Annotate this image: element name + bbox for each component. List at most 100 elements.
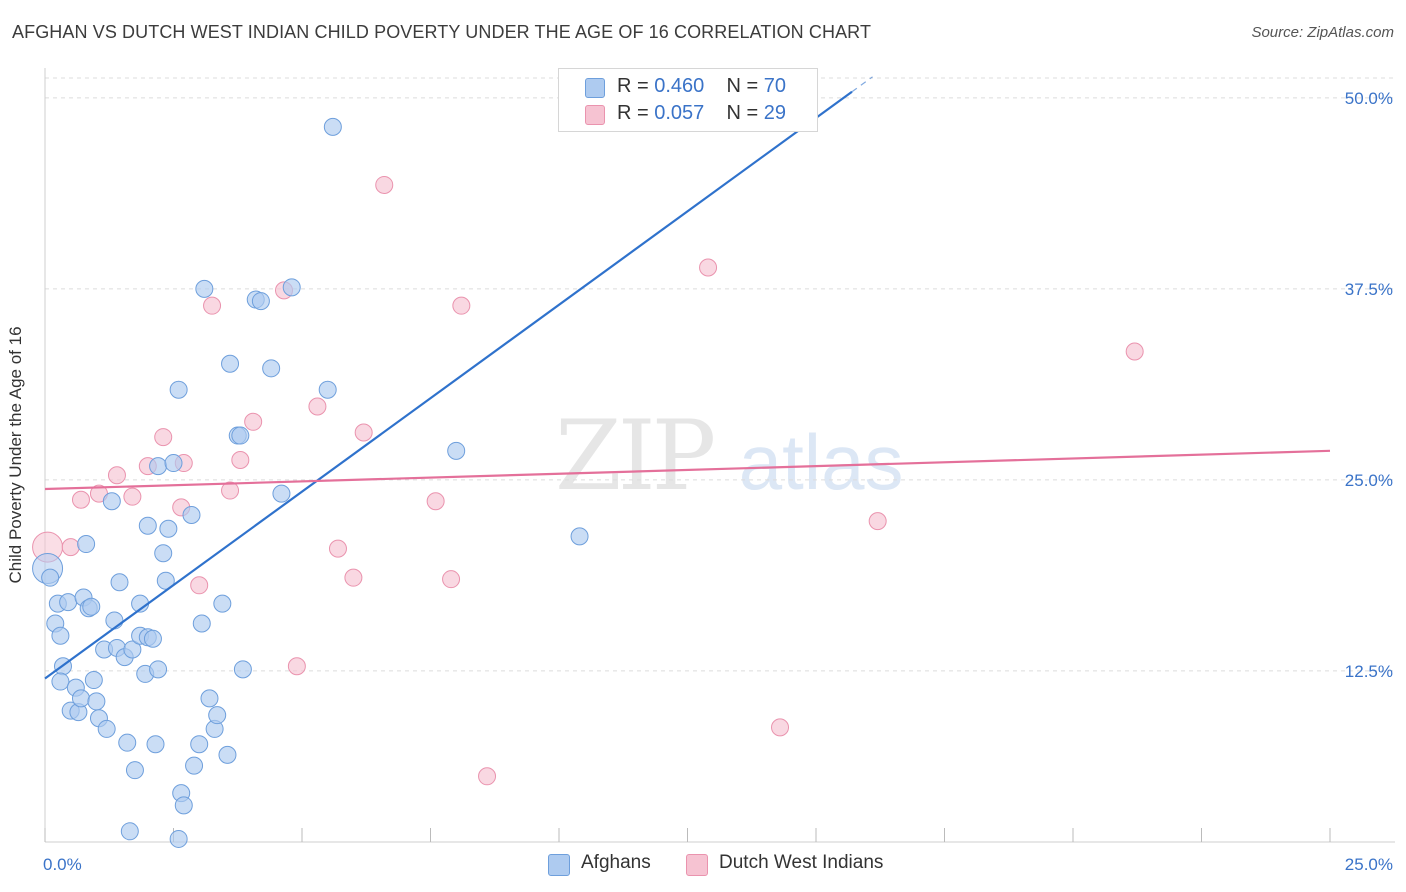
watermark-atlas: atlas [738,418,904,506]
afghans-point [149,457,168,476]
zipatlas-watermark: ZIP atlas [555,400,904,512]
afghans-point [208,706,227,725]
afghans-n-label: N = [726,75,764,97]
legend-dwi-swatch [686,854,708,876]
afghans-point [51,672,70,691]
afghans-point [154,544,173,563]
dwi-point [442,570,461,589]
dwi-point [61,538,80,557]
afghans-point [218,745,237,764]
series-legend: Afghans Dutch West Indians [0,852,1406,878]
afghans-point [159,519,178,538]
dwi-point [1125,342,1144,361]
afghans-point [149,660,168,679]
afghans-r-label: R = [617,75,655,97]
dwi-point [244,412,263,431]
afghans-point [156,571,175,590]
afghans-point [105,611,124,630]
dwi-point [123,487,142,506]
afghans-swatch [585,78,605,98]
afghans-point [323,117,342,136]
afghans-point [182,506,201,525]
afghans-point [41,568,60,587]
dwi-point [771,718,790,737]
dwi-point [221,481,240,500]
afghans-point [71,689,90,708]
dwi-n-label: N = [726,102,764,124]
dwi-point [375,175,394,194]
watermark-zip: ZIP [555,400,716,512]
afghans-point [231,426,250,445]
dwi-point [71,490,90,509]
afghans-point [233,660,252,679]
y-tick-label: 12.5% [1345,662,1393,681]
afghans-point [570,527,589,546]
afghans-point [123,640,142,659]
dwi-point [308,397,327,416]
dwi-point [154,428,173,447]
afghans-n-value: 70 [763,75,787,97]
dwi-point [190,576,209,595]
dwi-point [328,539,347,558]
dwi-point [426,492,445,511]
afghans-point [262,359,281,378]
afghans-point [195,279,214,298]
afghans-point [200,689,219,708]
afghans-trend-extension [851,76,873,93]
y-tick-label: 37.5% [1345,280,1393,299]
afghans-point [118,733,137,752]
afghans-point [110,573,129,592]
y-axis-label-wrap: Child Poverty Under the Age of 16 [6,326,36,583]
stats-legend: R = 0.460 N = 70 R = 0.057 N = 29 [558,68,818,132]
afghans-point [169,380,188,399]
dwi-swatch [585,105,605,125]
afghans-point [164,454,183,473]
dwi-point [452,296,471,315]
afghans-point [84,671,103,690]
afghans-r-value: 0.460 [654,75,705,97]
afghans-point [282,278,301,297]
afghans-point [146,735,165,754]
afghans-point [174,796,193,815]
afghans-point [272,484,291,503]
afghans-point [138,516,157,535]
afghans-point [77,535,96,554]
source-label: Source: ZipAtlas.com [1251,24,1394,41]
dwi-point [478,767,497,786]
y-tick-label: 50.0% [1345,89,1393,108]
x-tick-label-max: 25.0% [1345,855,1393,874]
y-axis-label: Child Poverty Under the Age of 16 [6,326,25,584]
afghans-point [169,829,188,848]
afghans-point [59,593,78,612]
dwi-point [699,258,718,277]
dwi-point [354,423,373,442]
afghans-point [102,492,121,511]
legend-afghans-swatch [548,854,570,876]
afghans-point [82,597,101,616]
dwi-trend-line [44,449,1331,491]
dwi-n-value: 29 [763,102,787,124]
afghans-point [185,756,204,775]
afghans-point [97,719,116,738]
afghans-point [447,441,466,460]
legend-afghans-label: Afghans [581,852,651,873]
dwi-point [107,466,126,485]
afghans-point [192,614,211,633]
afghans-point [251,292,270,311]
afghans-point [213,594,232,613]
afghans-point [87,692,106,711]
dwi-point [231,451,250,469]
afghans-trend-line [44,90,853,680]
dwi-point [344,568,363,587]
dwi-point [287,657,306,676]
dwi-r-label: R = [617,102,655,124]
afghans-point [125,761,144,780]
afghans-point [120,822,139,841]
afghans-point [190,735,209,754]
dwi-point [868,512,887,531]
afghans-point [51,626,70,645]
legend-dwi-label: Dutch West Indians [719,852,884,873]
dwi-r-value: 0.057 [654,102,705,124]
y-tick-label: 25.0% [1345,471,1393,490]
